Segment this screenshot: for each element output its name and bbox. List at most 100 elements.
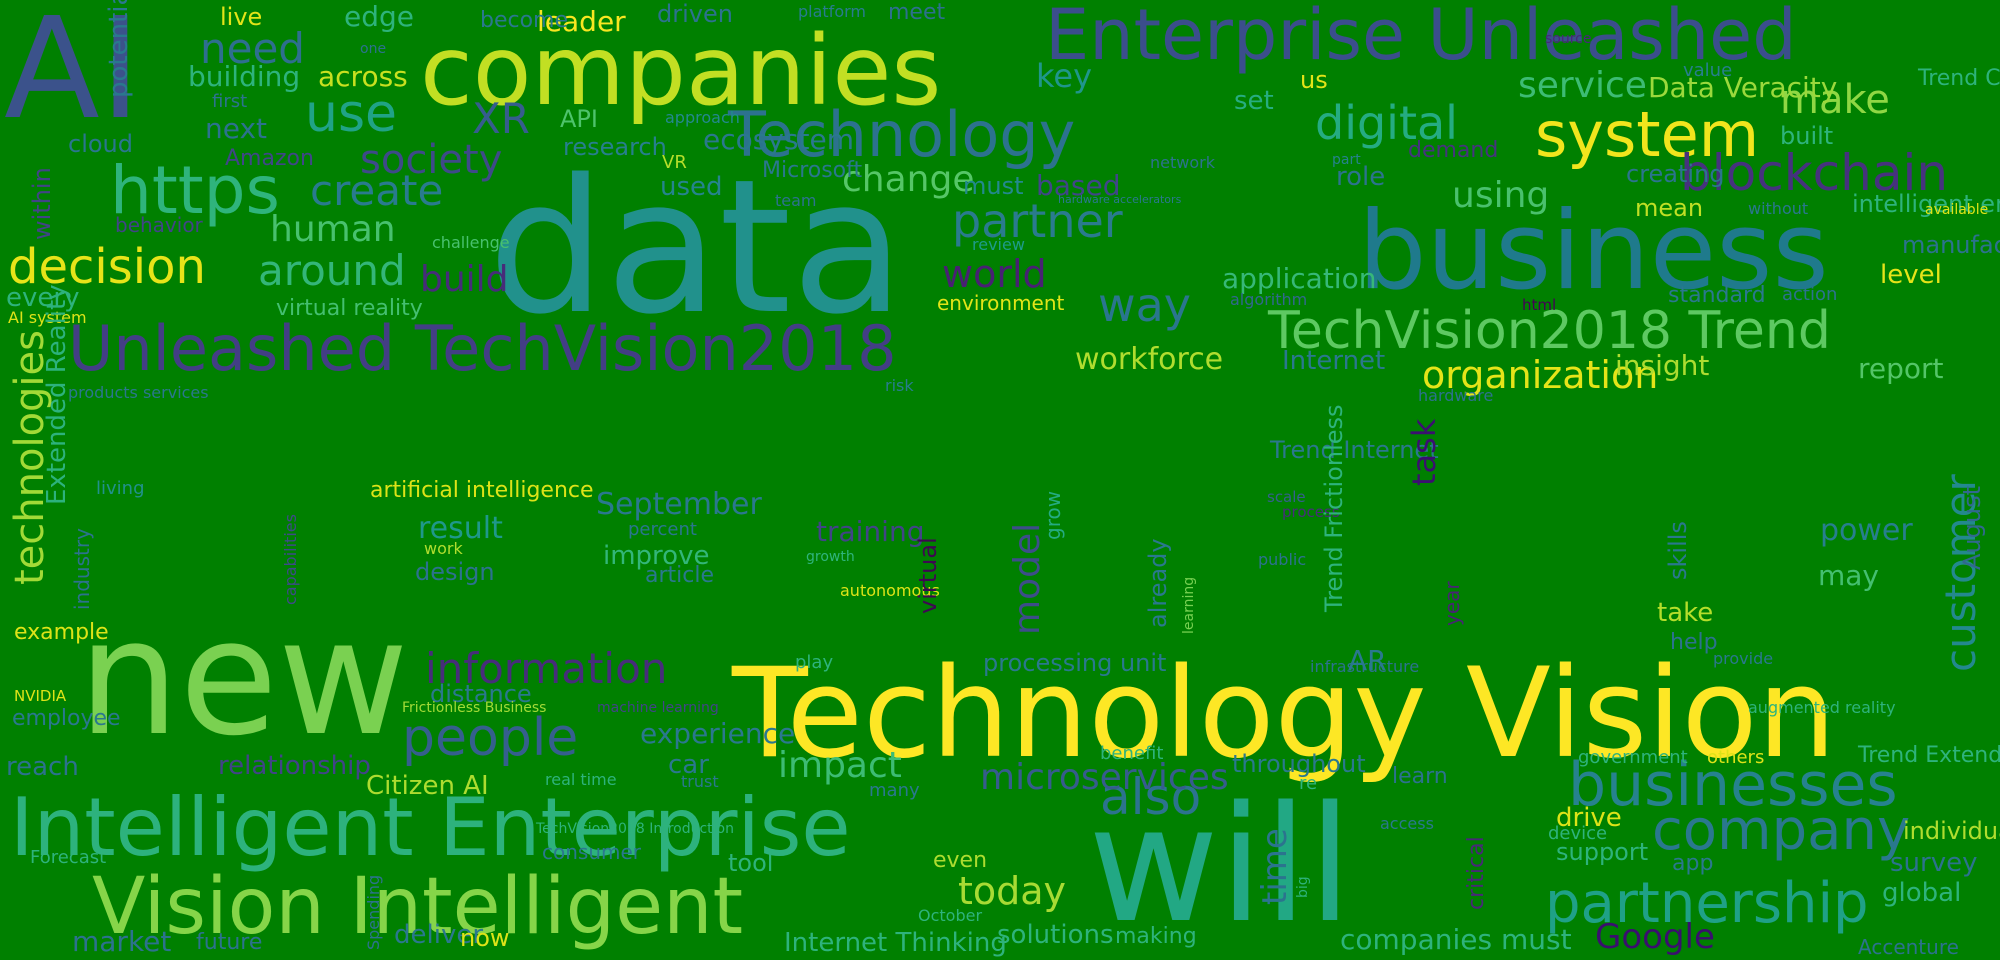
word-approach: first (212, 91, 248, 112)
word-vr: ecosystem (703, 123, 854, 156)
word-action: standard (1668, 283, 1766, 308)
word-time: microservices (980, 757, 1229, 798)
word-trend-extended: others (1707, 747, 1765, 768)
word-reach: employee (12, 706, 121, 731)
word-september: artificial intelligence (370, 478, 594, 503)
word-standard: html (1522, 296, 1557, 314)
word-businesses: businesses (1568, 750, 1898, 820)
word-technology-vision: Technology Vision (732, 642, 1837, 786)
word-today: today (958, 869, 1067, 913)
word-review: challenge (432, 233, 510, 252)
word-employee: NVIDIA (14, 687, 67, 705)
word-must: used (660, 172, 723, 202)
word-individual: device (1548, 823, 1608, 844)
word-learn: many (869, 780, 920, 801)
word-without: mean (1635, 194, 1704, 222)
word-algorithm: environment (937, 291, 1065, 315)
word-design: article (645, 563, 715, 588)
word-microservices: Google (1595, 917, 1715, 957)
word-making: solutions (997, 920, 1114, 950)
word-october: even (933, 848, 988, 873)
word-source: one (360, 41, 387, 57)
word-report: Internet (1282, 346, 1386, 376)
word-support: individual (1903, 817, 2000, 845)
word-car: augmented reality (1748, 698, 1896, 717)
word-within: cloud (68, 130, 133, 158)
word-system: system (1535, 98, 1760, 171)
word-tool: consumer (542, 840, 642, 864)
word-enterprise-unleashed: Enterprise Unleashed (1045, 0, 1797, 76)
word-google: experience (640, 717, 796, 750)
word-risk: report (1858, 352, 1944, 385)
word-impact: impact (778, 745, 902, 786)
word-consumer: TechVision2018 Introduction (536, 821, 734, 837)
word-partner: partner (952, 194, 1123, 248)
word-challenge: behavior (115, 213, 203, 237)
word-help: take (1657, 598, 1714, 628)
word-capabilities: living (96, 478, 145, 499)
word-provide: help (1670, 630, 1718, 655)
word-intelligent-environments: hardware accelerators (1058, 193, 1182, 206)
word-device: drive (1556, 803, 1622, 833)
word-companies: companies (420, 15, 942, 127)
word-artificial-intelligence: capabilities (281, 514, 300, 605)
word-living: products services (68, 383, 209, 402)
word-change: human (270, 209, 396, 250)
word-deliver: future (196, 930, 263, 955)
word-power: skills (1664, 521, 1692, 580)
word-growth: training (816, 515, 925, 548)
word-even: tool (728, 849, 774, 877)
word-accenture: companies must (1340, 923, 1572, 956)
word-built: Microsoft (762, 158, 863, 183)
word-global: survey (1890, 848, 1978, 878)
word-decision: decision (8, 239, 206, 295)
word-many: real time (545, 770, 617, 789)
word-across: building (188, 60, 301, 93)
word-intelligent-enterprise: Intelligent Enterprise (10, 781, 851, 874)
word-demand: part (1332, 152, 1361, 168)
word-infrastructure: processing unit (983, 649, 1167, 677)
word-environment: virtual reality (276, 296, 423, 321)
word-work: result (418, 511, 503, 546)
word-autonomous: growth (806, 549, 855, 565)
word-citizen-ai: Trend Extended (1858, 743, 2000, 768)
word-drive: re (1299, 773, 1318, 794)
word-improve: work (424, 539, 463, 558)
word-key: build (420, 259, 509, 300)
word-leader: edge (344, 0, 414, 33)
word-techvision2018-introduction: Forecast (30, 847, 107, 868)
word-edge: across (318, 60, 408, 93)
word-app: support (1556, 838, 1649, 866)
word-mean: intelligent environments (1852, 190, 2000, 218)
word-augmented-reality: critical (1464, 836, 1489, 910)
word-network: built (1780, 122, 1834, 150)
word-every: level (1880, 260, 1942, 290)
word-real-time: Citizen AI (366, 771, 489, 801)
word-article: improve (603, 541, 710, 571)
word-next: API (560, 105, 598, 133)
word-training: design (415, 558, 495, 586)
word-internet: AI system (8, 308, 87, 327)
word-hardware-accelerators: team (775, 191, 817, 210)
word-new: new (78, 584, 409, 771)
word-building: application (1222, 262, 1377, 295)
word-application: insight (1615, 349, 1710, 382)
word-manufacturing: review (972, 235, 1025, 254)
word-grow: virtual (914, 537, 942, 614)
word-companies-must: making (1115, 924, 1197, 949)
word-value: source (1545, 31, 1592, 47)
word-technologies: key (1036, 57, 1093, 95)
word-industry: Extended Reality (42, 284, 72, 505)
word-model: time (1255, 828, 1295, 905)
word-ar: infrastructure (1310, 657, 1420, 676)
word-relationship: reach (6, 752, 79, 782)
word-nvidia: example (14, 620, 109, 645)
word-around: around (258, 246, 406, 295)
word-public: Trend Frictionless (1320, 404, 1348, 612)
word-ecosystem: research (563, 133, 667, 161)
word-trust: car (668, 750, 709, 780)
word-team: must (963, 172, 1024, 200)
word-business: business (1358, 189, 1829, 314)
word-result: percent (628, 519, 697, 540)
word-workforce: based (1036, 169, 1121, 202)
